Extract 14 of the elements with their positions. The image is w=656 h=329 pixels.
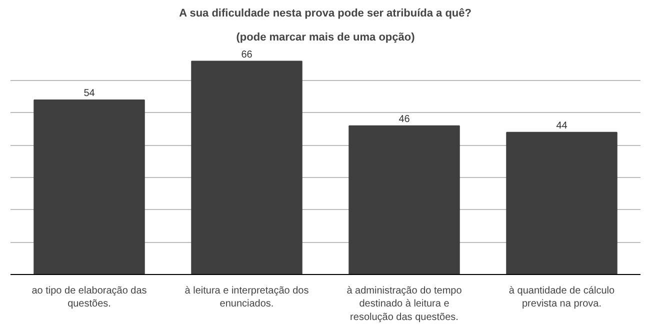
bar <box>34 100 145 274</box>
chart-title: A sua dificuldade nesta prova pode ser atribuída a quê? <box>179 8 472 20</box>
x-tick-label: à leitura e interpretação dos enunciados. <box>184 286 309 310</box>
data-label: 54 <box>84 88 96 100</box>
bar <box>191 60 302 274</box>
x-tick-label: à quantidade de cálculo prevista na prova. <box>508 286 616 310</box>
bar <box>506 132 618 274</box>
chart-subtitle: (pode marcar mais de uma opção) <box>236 32 416 44</box>
x-tick-label: ao tipo de elaboração das questões. <box>32 286 147 310</box>
data-label: 44 <box>556 120 568 132</box>
x-tick-label: à administração do tempo destinado à leitura e resolução das questões. <box>346 286 462 323</box>
bar <box>348 125 460 274</box>
data-label: 66 <box>241 49 253 60</box>
data-label: 46 <box>398 114 410 125</box>
